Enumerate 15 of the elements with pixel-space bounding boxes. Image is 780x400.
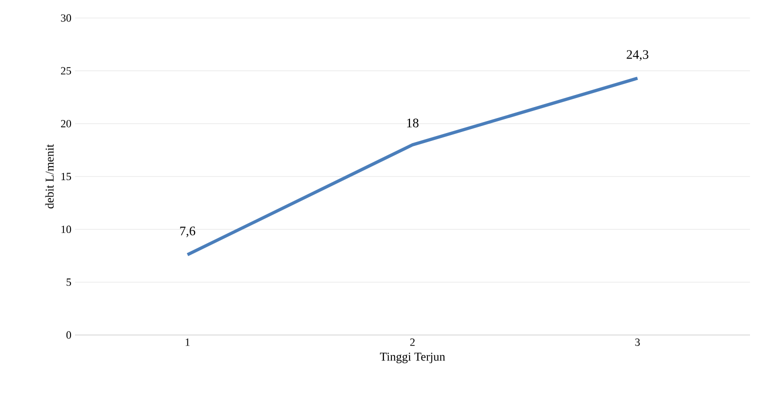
y-tick-label: 15	[61, 172, 72, 180]
y-tick-label: 30	[61, 14, 72, 22]
y-tick-label: 20	[61, 120, 72, 128]
data-label: 7,6	[180, 226, 196, 238]
x-tick-label: 3	[635, 338, 640, 346]
x-tick-label: 2	[410, 338, 415, 346]
y-tick-label: 10	[61, 226, 72, 234]
x-axis-title: Tinggi Terjun	[380, 352, 446, 364]
y-axis-title: debit L/menit	[45, 144, 54, 208]
y-tick-label: 5	[66, 278, 72, 286]
y-tick-label: 25	[61, 67, 72, 75]
data-label: 24,3	[626, 50, 648, 61]
x-tick-label: 1	[186, 338, 190, 346]
y-tick-label: 0	[66, 331, 72, 339]
data-label: 18	[407, 118, 418, 128]
